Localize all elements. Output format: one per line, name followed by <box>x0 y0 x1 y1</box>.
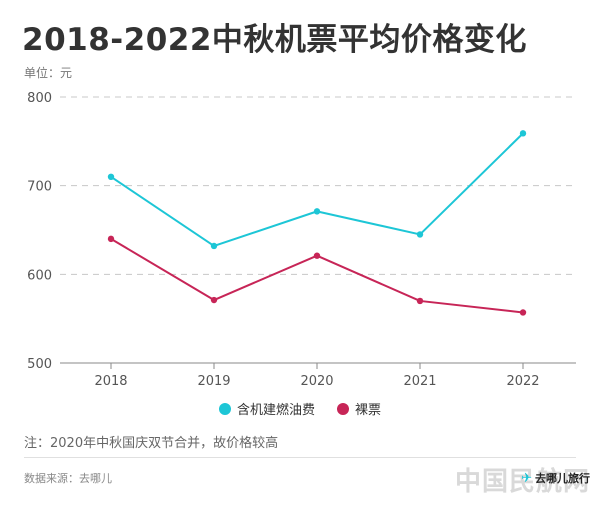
legend-item-1: 含机建燃油费 <box>218 399 315 418</box>
x-tick-label: 2019 <box>197 374 230 389</box>
data-point <box>210 242 218 250</box>
y-tick-label: 500 <box>27 357 52 372</box>
series-line-2 <box>110 238 524 314</box>
data-point <box>313 252 321 259</box>
legend-item-2: 裸票 <box>337 399 381 418</box>
series-line-1 <box>110 132 524 247</box>
y-tick-label: 700 <box>27 180 52 195</box>
plane-icon: ✈ <box>521 470 532 486</box>
data-point <box>210 296 218 304</box>
legend-swatch <box>337 402 349 415</box>
data-point <box>416 297 424 305</box>
brand-logo: 中国民航网 ✈ 去哪儿旅行 <box>455 461 590 498</box>
watermark-text: 中国民航网 <box>454 467 590 497</box>
x-tick-label: 2022 <box>506 374 539 389</box>
legend-label: 含机建燃油费 <box>236 403 315 418</box>
chart-title: 2018-2022中秋机票平均价格变化 <box>22 22 527 58</box>
legend-swatch <box>218 402 231 415</box>
data-point <box>416 231 424 238</box>
chart-note: 注：2020年中秋国庆双节合并，故价格较高 <box>24 436 279 451</box>
legend: 含机建燃油费 裸票 <box>0 399 600 418</box>
data-point <box>519 309 527 316</box>
data-point <box>107 173 115 180</box>
divider <box>24 457 576 458</box>
brand-logo-text: 去哪儿旅行 <box>535 472 590 485</box>
data-point <box>519 130 527 137</box>
data-point <box>313 208 321 215</box>
unit-label: 单位：元 <box>24 66 73 80</box>
data-source: 数据来源：去哪儿 <box>24 472 112 485</box>
x-tick-label: 2018 <box>94 374 127 389</box>
y-tick-label: 600 <box>27 268 52 283</box>
data-point <box>107 235 115 243</box>
x-tick-label: 2020 <box>300 374 333 389</box>
y-tick-label: 800 <box>27 91 52 106</box>
brand-label: ✈ 去哪儿旅行 <box>521 470 590 486</box>
x-tick-label: 2021 <box>403 374 436 389</box>
legend-label: 裸票 <box>355 403 382 418</box>
line-chart: 500 600 700 800 2018 2019 2020 2021 2022 <box>27 91 576 389</box>
